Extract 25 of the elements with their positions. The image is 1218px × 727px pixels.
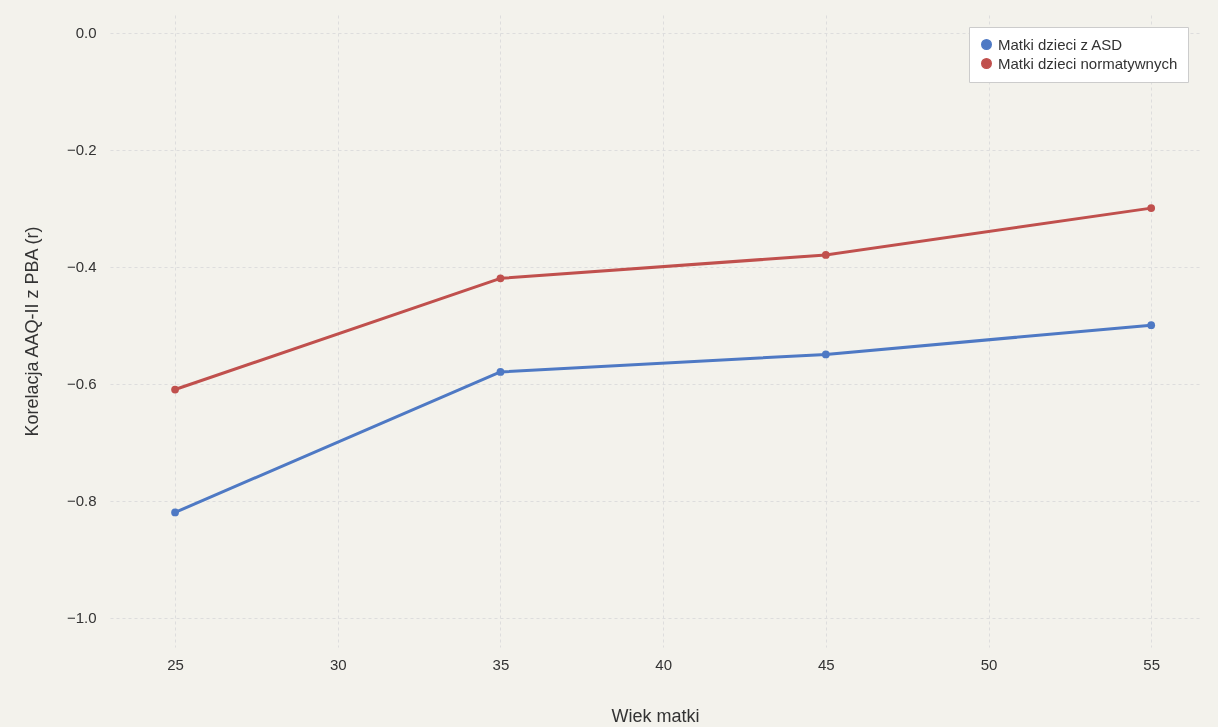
y-axis-title: Korelacja AAQ-II z PBA (r) [21, 226, 42, 437]
y-tick-label: −0.6 [66, 375, 97, 393]
y-tick-label: −0.4 [66, 258, 97, 276]
y-tick-label: −0.2 [66, 141, 97, 159]
x-tick-label: 35 [492, 655, 510, 673]
legend-label: Matki dzieci z ASD [998, 35, 1123, 53]
point [171, 385, 179, 394]
point [171, 508, 179, 517]
point [821, 251, 830, 259]
x-axis-title: Wiek matki [611, 705, 700, 726]
point [1147, 204, 1156, 212]
x-tick-label: 40 [655, 655, 672, 673]
x-tick-label: 55 [1143, 655, 1161, 673]
x-tick-label: 30 [329, 655, 347, 673]
x-tick-label: 25 [167, 655, 184, 673]
y-tick-label: −0.8 [66, 492, 97, 510]
point [1147, 321, 1156, 330]
point [496, 274, 505, 283]
legend-label: Matki dzieci normatywnych [998, 54, 1178, 72]
y-tick-label: −1.0 [66, 609, 97, 627]
point [496, 368, 505, 376]
point [821, 350, 830, 359]
y-tick-label: 0.0 [75, 24, 97, 42]
x-tick-label: 50 [980, 655, 998, 673]
x-tick-label: 45 [817, 655, 835, 673]
